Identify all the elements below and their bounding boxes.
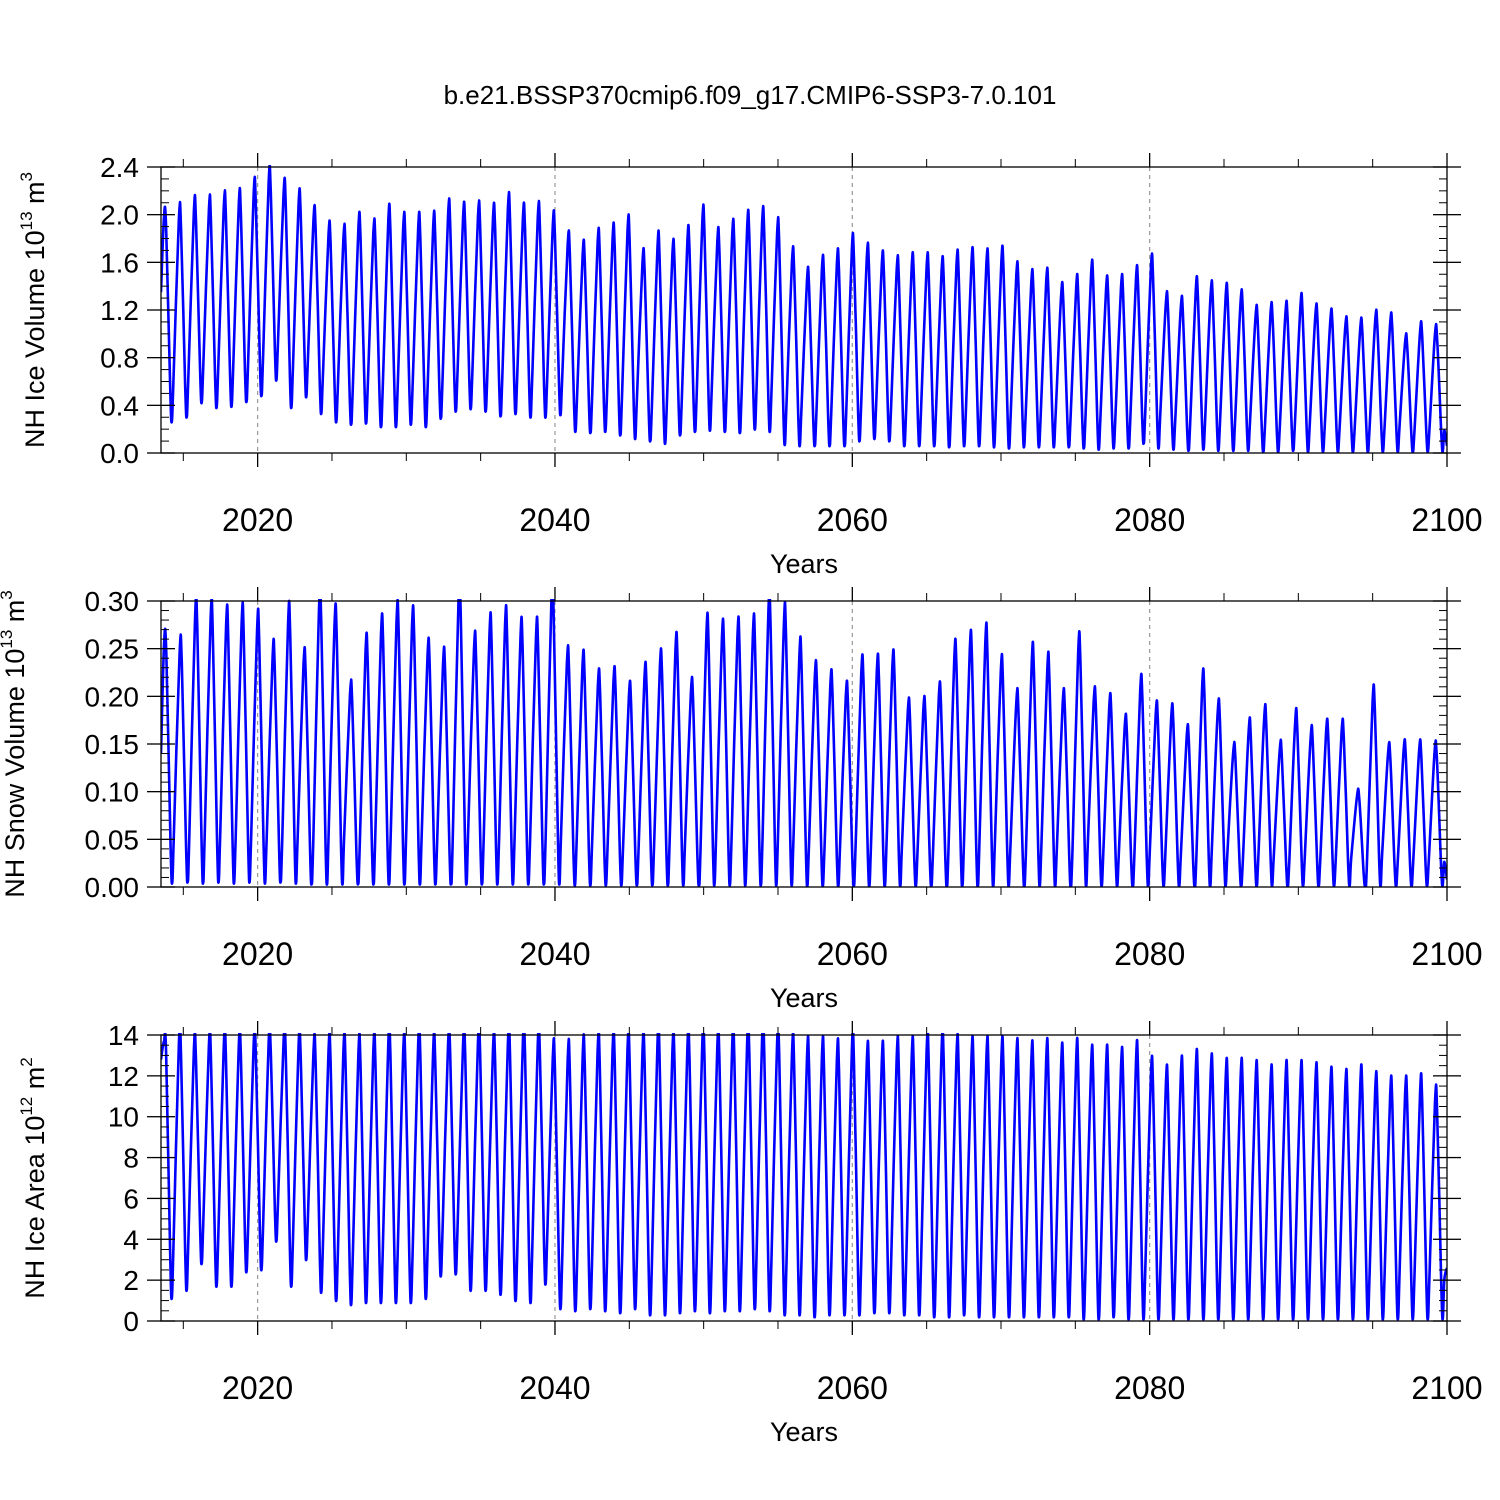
y-tick-label: 1.6 — [100, 247, 139, 278]
x-tick-label: 2040 — [519, 1370, 590, 1406]
y-tick-label: 0.8 — [100, 343, 139, 374]
y-tick-label: 0 — [123, 1306, 139, 1337]
x-tick-label: 2060 — [817, 1370, 888, 1406]
series-line-1 — [161, 165, 1447, 453]
y-tick-label: 0.10 — [85, 777, 140, 808]
y-axis-title-unit: m — [20, 1067, 50, 1097]
y-tick-label: 4 — [123, 1224, 139, 1255]
y-axis-title-unit-exponent: 3 — [17, 172, 36, 181]
y-axis-title-main: NH Ice Area 10 — [20, 1116, 50, 1299]
x-tick-label: 2080 — [1114, 502, 1185, 538]
y-tick-label: 2 — [123, 1265, 139, 1296]
panel-3: 2020 2040 2060 2080 2100 0 2 4 6 8 10 12 14 Years NH I… — [17, 1020, 1483, 1447]
y-tick-label: 2.0 — [100, 200, 139, 231]
x-tick-label: 2040 — [519, 936, 590, 972]
figure-title: b.e21.BSSP370cmip6.f09_g17.CMIP6-SSP3-7.… — [444, 80, 1057, 110]
y-tick-label: 0.0 — [100, 438, 139, 469]
x-tick-label: 2100 — [1411, 502, 1482, 538]
y-axis-title: NH Snow Volume 1013 m3 — [0, 590, 30, 898]
y-tick-label: 0.25 — [85, 634, 140, 665]
x-axis-title: Years — [770, 549, 838, 579]
y-axis-title-unit: m — [20, 181, 50, 211]
x-tick-label: 2060 — [817, 936, 888, 972]
y-tick-label: 0.30 — [85, 586, 140, 617]
y-tick-label: 12 — [108, 1061, 139, 1092]
y-axis-title-main: NH Ice Volume 10 — [20, 230, 50, 448]
panel-2: 2020 2040 2060 2080 2100 0.00 0.05 0.10 0.15 0.20… — [0, 586, 1483, 1013]
y-axis-title-exponent: 13 — [0, 630, 16, 649]
y-tick-label: 0.00 — [85, 872, 140, 903]
y-axis-title-unit-exponent: 3 — [0, 590, 16, 599]
y-axis-title-exponent: 13 — [17, 211, 36, 230]
y-tick-label: 0.4 — [100, 390, 139, 421]
x-tick-label: 2080 — [1114, 936, 1185, 972]
x-axis-title: Years — [770, 1417, 838, 1447]
x-tick-label: 2020 — [222, 936, 293, 972]
y-tick-label: 0.20 — [85, 681, 140, 712]
y-axis-title-main: NH Snow Volume 10 — [0, 649, 30, 898]
y-tick-label: 0.05 — [85, 824, 140, 855]
x-tick-label: 2020 — [222, 1370, 293, 1406]
x-tick-label: 2020 — [222, 502, 293, 538]
y-tick-label: 0.15 — [85, 729, 140, 760]
y-axis-title-unit-exponent: 2 — [17, 1057, 36, 1066]
y-tick-label: 14 — [108, 1020, 139, 1051]
x-tick-label: 2060 — [817, 502, 888, 538]
panels: 2020 2040 2060 2080 21000.00.40.81.21.62.02.… — [0, 152, 1483, 1447]
panel-1: 2020 2040 2060 2080 2100 0.0 0.4 0.8 1.2 1.6 2.0 2.… — [17, 152, 1483, 579]
y-tick-label: 8 — [123, 1143, 139, 1174]
x-tick-label: 2100 — [1411, 936, 1482, 972]
y-tick-label: 2.4 — [100, 152, 139, 183]
x-tick-label: 2080 — [1114, 1370, 1185, 1406]
y-axis-title: NH Ice Volume 1013 m3 — [17, 172, 50, 448]
y-axis-title: NH Ice Area 1012 m2 — [17, 1057, 50, 1298]
y-tick-label: 1.2 — [100, 295, 139, 326]
y-tick-label: 10 — [108, 1102, 139, 1133]
x-axis-title: Years — [770, 983, 838, 1013]
y-tick-label: 6 — [123, 1183, 139, 1214]
y-axis-title-unit: m — [0, 600, 30, 630]
x-tick-label: 2100 — [1411, 1370, 1482, 1406]
series-line-2 — [161, 599, 1447, 887]
series-line-3 — [161, 1033, 1447, 1321]
y-axis-title-exponent: 12 — [17, 1097, 36, 1116]
x-tick-label: 2040 — [519, 502, 590, 538]
